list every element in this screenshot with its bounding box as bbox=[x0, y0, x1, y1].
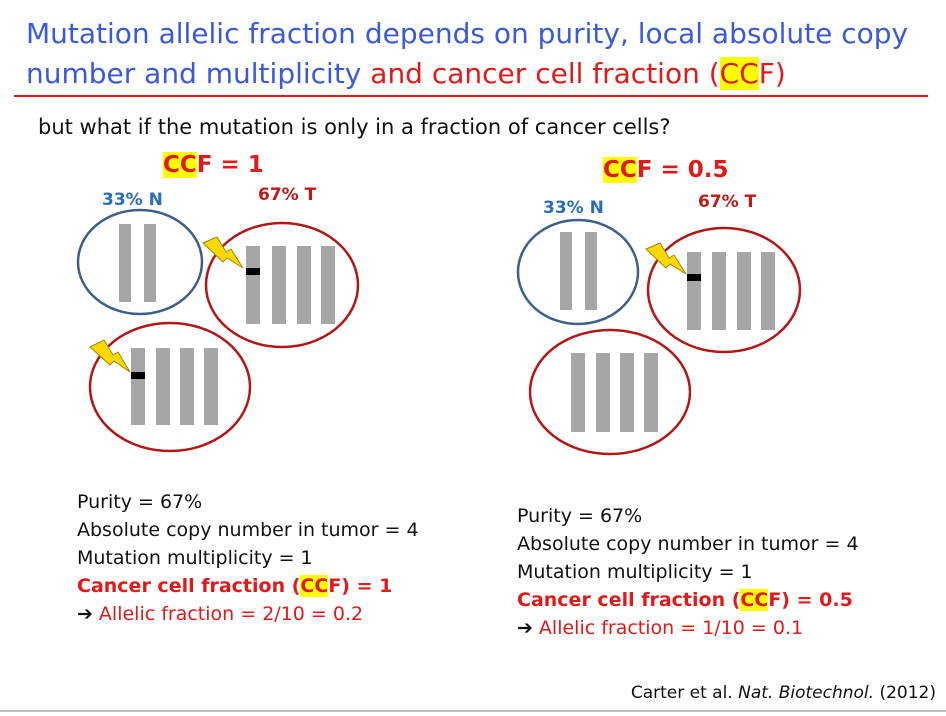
cell-diagram bbox=[76, 208, 802, 456]
copy-number-text: Absolute copy number in tumor = 4 bbox=[77, 519, 419, 541]
ccf-heading-right-value: F = 0.5 bbox=[636, 157, 729, 183]
normal-cell-right bbox=[516, 218, 640, 326]
ccf-text-a: Cancer cell fraction ( bbox=[77, 575, 301, 597]
title-underline bbox=[14, 95, 928, 97]
lightning-bolt-icon bbox=[202, 236, 244, 269]
citation-year: (2012) bbox=[879, 683, 936, 703]
chromosome bbox=[761, 252, 775, 330]
tumor-cell-left-top bbox=[202, 221, 360, 349]
mutation-mark bbox=[246, 268, 260, 275]
allelic-fraction-value: Allelic fraction = 2/10 = 0.2 bbox=[98, 603, 364, 625]
title-red-text: and cancer cell fraction ( bbox=[370, 57, 720, 90]
chromosome-mutated bbox=[246, 246, 260, 324]
purity-text: Purity = 67% bbox=[77, 491, 203, 513]
title-highlight-cc: CC bbox=[719, 57, 759, 90]
allelic-fraction-text: ➔ Allelic fraction = 1/10 = 0.1 bbox=[517, 614, 859, 642]
ccf-text: Cancer cell fraction (CCF) = 1 bbox=[77, 572, 419, 600]
citation-authors: Carter et al. bbox=[630, 683, 733, 703]
chromosome bbox=[560, 232, 572, 310]
lightning-bolt-icon bbox=[89, 339, 131, 373]
chromosome bbox=[180, 348, 194, 425]
citation: Carter et al. Nat. Biotechnol. (2012) bbox=[631, 683, 936, 703]
ccf-heading-left-highlight: CC bbox=[163, 152, 197, 178]
chromosome bbox=[156, 348, 170, 425]
chromosome bbox=[272, 246, 286, 324]
tumor-label-left: 67% T bbox=[258, 185, 317, 205]
stats-left: Purity = 67% Absolute copy number in tum… bbox=[77, 488, 419, 628]
arrow-icon: ➔ bbox=[77, 603, 93, 625]
chromosome-mutated bbox=[687, 252, 701, 330]
ccf-text-highlight: CC bbox=[740, 589, 769, 611]
chromosome bbox=[204, 348, 218, 425]
ccf-heading-right-highlight: CC bbox=[603, 157, 637, 183]
title-red-end: F) bbox=[758, 57, 786, 90]
chromosome bbox=[644, 353, 658, 432]
chromosome bbox=[620, 353, 634, 432]
title-part-red: and cancer cell fraction (CCF) bbox=[370, 57, 786, 90]
chromosome bbox=[585, 232, 597, 310]
allelic-fraction-value: Allelic fraction = 1/10 = 0.1 bbox=[538, 617, 804, 639]
tumor-cell-left-bottom bbox=[88, 321, 252, 453]
copy-number-text: Absolute copy number in tumor = 4 bbox=[517, 533, 859, 555]
slide-title: Mutation allelic fraction depends on pur… bbox=[26, 14, 926, 94]
ccf-heading-left: CCF = 1 bbox=[163, 152, 264, 178]
citation-journal: Nat. Biotechnol. bbox=[738, 683, 875, 703]
normal-label-right: 33% N bbox=[543, 198, 604, 218]
ccf-text-highlight: CC bbox=[300, 575, 329, 597]
chromosome bbox=[297, 246, 311, 324]
chromosome bbox=[596, 353, 610, 432]
chromosome-mutated bbox=[131, 348, 145, 425]
ccf-text: Cancer cell fraction (CCF) = 0.5 bbox=[517, 586, 859, 614]
allelic-fraction-text: ➔ Allelic fraction = 2/10 = 0.2 bbox=[77, 600, 419, 628]
stats-right: Purity = 67% Absolute copy number in tum… bbox=[517, 502, 859, 642]
title-part-blue: Mutation allelic fraction depends on pur… bbox=[26, 17, 909, 90]
mutation-mark bbox=[131, 372, 145, 379]
mutation-mark bbox=[687, 274, 701, 281]
purity-text: Purity = 67% bbox=[517, 505, 643, 527]
multiplicity-text: Mutation multiplicity = 1 bbox=[517, 561, 753, 583]
ccf-text-a: Cancer cell fraction ( bbox=[517, 589, 741, 611]
ccf-heading-left-value: F = 1 bbox=[196, 152, 264, 178]
ccf-heading-right: CCF = 0.5 bbox=[603, 157, 729, 183]
tumor-cell-right-bottom bbox=[528, 328, 692, 456]
ccf-text-c: F) = 0.5 bbox=[768, 589, 853, 611]
footer-divider bbox=[0, 710, 946, 712]
arrow-icon: ➔ bbox=[517, 617, 533, 639]
tumor-cell-right-top bbox=[645, 226, 802, 354]
chromosome bbox=[321, 246, 335, 324]
multiplicity-text: Mutation multiplicity = 1 bbox=[77, 547, 313, 569]
chromosome bbox=[737, 252, 751, 330]
ccf-text-c: F) = 1 bbox=[328, 575, 393, 597]
chromosome bbox=[144, 224, 156, 302]
chromosome bbox=[119, 224, 131, 302]
question-text: but what if the mutation is only in a fr… bbox=[38, 115, 671, 139]
chromosome bbox=[571, 353, 585, 432]
lightning-bolt-icon bbox=[645, 242, 687, 275]
normal-cell-left bbox=[76, 208, 204, 316]
tumor-label-right: 67% T bbox=[698, 192, 757, 212]
chromosome bbox=[712, 252, 726, 330]
normal-label-left: 33% N bbox=[102, 190, 163, 210]
